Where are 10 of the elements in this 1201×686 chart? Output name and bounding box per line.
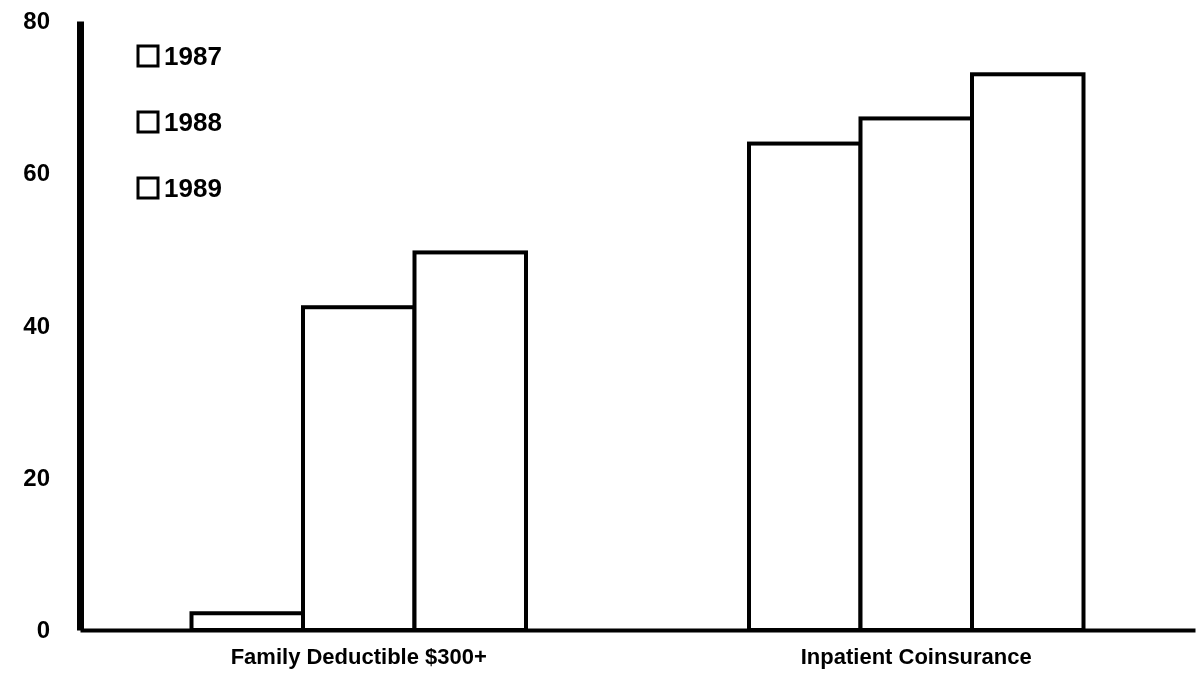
y-tick-label: 60 xyxy=(23,159,50,187)
y-tick-label: 40 xyxy=(23,311,50,339)
x-tick-label: Family Deductible $300+ xyxy=(230,643,487,669)
legend-label: 1987 xyxy=(164,41,222,71)
y-tick-label: 80 xyxy=(23,7,50,35)
legend-label: 1989 xyxy=(164,173,222,203)
legend-label: 1988 xyxy=(164,107,222,137)
x-tick-label: Inpatient Coinsurance xyxy=(800,643,1032,669)
y-tick-label: 0 xyxy=(36,616,50,644)
y-tick-label: 20 xyxy=(23,463,50,491)
